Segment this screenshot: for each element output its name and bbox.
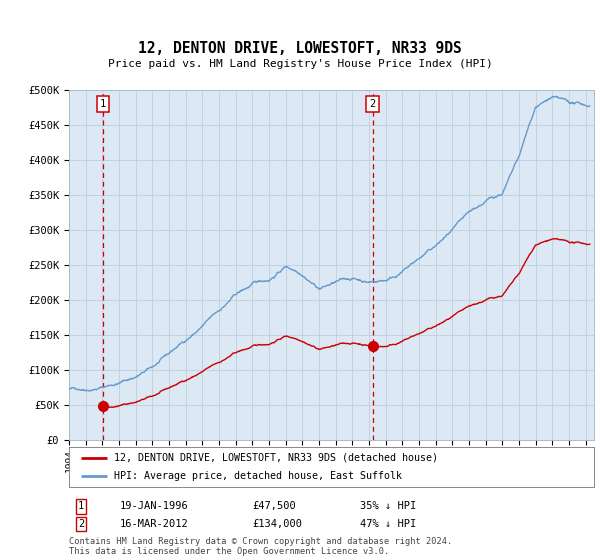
Text: 12, DENTON DRIVE, LOWESTOFT, NR33 9DS (detached house): 12, DENTON DRIVE, LOWESTOFT, NR33 9DS (d… [113, 453, 437, 463]
Text: 2: 2 [370, 99, 376, 109]
Text: HPI: Average price, detached house, East Suffolk: HPI: Average price, detached house, East… [113, 472, 401, 481]
Text: 12, DENTON DRIVE, LOWESTOFT, NR33 9DS: 12, DENTON DRIVE, LOWESTOFT, NR33 9DS [138, 41, 462, 56]
Text: 1: 1 [100, 99, 106, 109]
Text: 19-JAN-1996: 19-JAN-1996 [120, 501, 189, 511]
Text: £134,000: £134,000 [252, 519, 302, 529]
Text: £47,500: £47,500 [252, 501, 296, 511]
Text: 35% ↓ HPI: 35% ↓ HPI [360, 501, 416, 511]
Text: This data is licensed under the Open Government Licence v3.0.: This data is licensed under the Open Gov… [69, 548, 389, 557]
Text: 47% ↓ HPI: 47% ↓ HPI [360, 519, 416, 529]
Text: Price paid vs. HM Land Registry's House Price Index (HPI): Price paid vs. HM Land Registry's House … [107, 59, 493, 69]
Text: 1: 1 [78, 501, 84, 511]
Text: 16-MAR-2012: 16-MAR-2012 [120, 519, 189, 529]
Text: 2: 2 [78, 519, 84, 529]
Text: Contains HM Land Registry data © Crown copyright and database right 2024.: Contains HM Land Registry data © Crown c… [69, 538, 452, 547]
